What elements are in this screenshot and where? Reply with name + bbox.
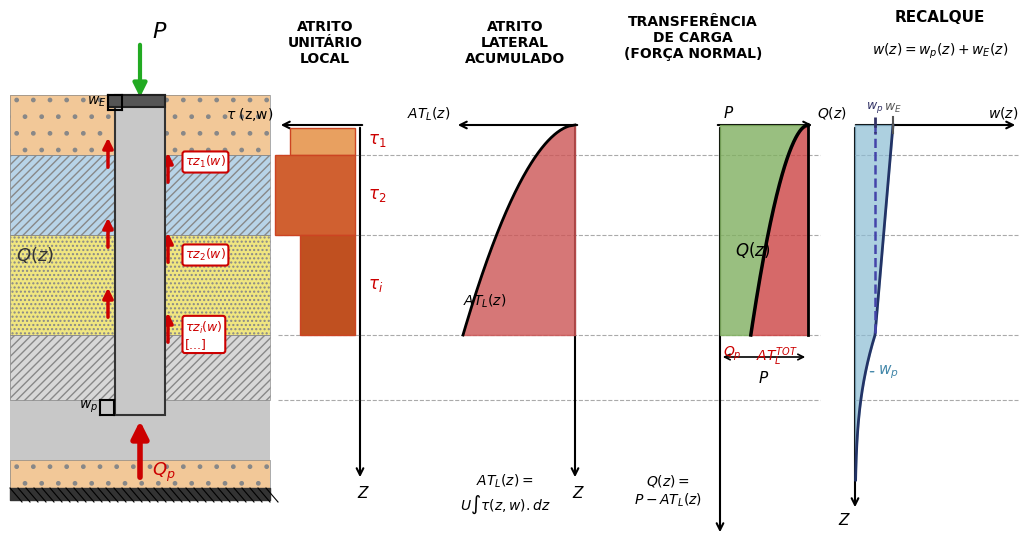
- Text: ATRITO
UNITÁRIO
LOCAL: ATRITO UNITÁRIO LOCAL: [287, 20, 362, 67]
- Bar: [10, 335, 270, 400]
- Text: $\tau$ (z,w): $\tau$ (z,w): [226, 106, 273, 123]
- Bar: [115, 95, 165, 415]
- Bar: [290, 128, 355, 155]
- Bar: [300, 235, 355, 335]
- Text: $\tau_2$: $\tau_2$: [368, 186, 387, 204]
- Text: $Q(z) =$
$P - AT_L(z)$: $Q(z) =$ $P - AT_L(z)$: [634, 473, 702, 509]
- Bar: [10, 235, 270, 335]
- Bar: [10, 335, 270, 400]
- Text: ATRITO
LATERAL
ACUMULADO: ATRITO LATERAL ACUMULADO: [464, 20, 565, 67]
- Bar: [10, 95, 270, 155]
- Text: $Q_p$: $Q_p$: [152, 460, 176, 484]
- Text: $\tau z_1(w)$: $\tau z_1(w)$: [185, 154, 226, 170]
- Bar: [10, 400, 270, 460]
- Text: $AT_L(z)$: $AT_L(z)$: [406, 106, 450, 123]
- Text: $w_p$: $w_p$: [878, 363, 898, 381]
- Text: $Q(z)$: $Q(z)$: [817, 105, 847, 121]
- Bar: [10, 460, 270, 490]
- Bar: [10, 155, 270, 235]
- Text: $P$: $P$: [723, 105, 735, 121]
- Text: $w_p$: $w_p$: [79, 399, 98, 415]
- Bar: [275, 155, 355, 235]
- Bar: [10, 235, 270, 335]
- Text: $Z$: $Z$: [357, 485, 370, 501]
- Text: $w_E$: $w_E$: [884, 102, 902, 115]
- Text: $Q(z)$: $Q(z)$: [16, 245, 54, 265]
- Bar: [10, 460, 270, 490]
- Bar: [108, 95, 165, 107]
- Text: $w_E$: $w_E$: [87, 95, 106, 109]
- Bar: [10, 95, 270, 155]
- Text: $w_p$: $w_p$: [866, 100, 884, 115]
- Text: $Q_p$: $Q_p$: [723, 345, 742, 364]
- Text: $\tau z_2(w)$: $\tau z_2(w)$: [185, 247, 226, 263]
- Text: TRANSFERÊNCIA
DE CARGA
(FORÇA NORMAL): TRANSFERÊNCIA DE CARGA (FORÇA NORMAL): [624, 15, 762, 61]
- Text: $AT_L(z) =$
$U \int \tau (z,w).dz$: $AT_L(z) =$ $U \int \tau (z,w).dz$: [459, 473, 550, 516]
- Text: $Z$: $Z$: [839, 512, 851, 528]
- Text: $w(z) = w_p(z) + w_E(z)$: $w(z) = w_p(z) + w_E(z)$: [872, 42, 1008, 61]
- Text: RECALQUE: RECALQUE: [895, 10, 985, 25]
- Text: $\tau_1$: $\tau_1$: [368, 131, 387, 149]
- Text: $P$: $P$: [152, 22, 168, 42]
- Text: $AT_L^{TOT}$: $AT_L^{TOT}$: [756, 345, 798, 368]
- Text: $w(z)$: $w(z)$: [988, 105, 1018, 121]
- Text: $Q(z)$: $Q(z)$: [735, 240, 770, 260]
- Text: $AT_L(z)$: $AT_L(z)$: [463, 293, 506, 310]
- Text: $P$: $P$: [758, 370, 769, 386]
- Text: $Z$: $Z$: [573, 485, 585, 501]
- Bar: [10, 155, 270, 235]
- Text: $\tau z_i(w)$
[...]: $\tau z_i(w)$ [...]: [185, 320, 223, 351]
- Text: $\tau_i$: $\tau_i$: [368, 276, 384, 294]
